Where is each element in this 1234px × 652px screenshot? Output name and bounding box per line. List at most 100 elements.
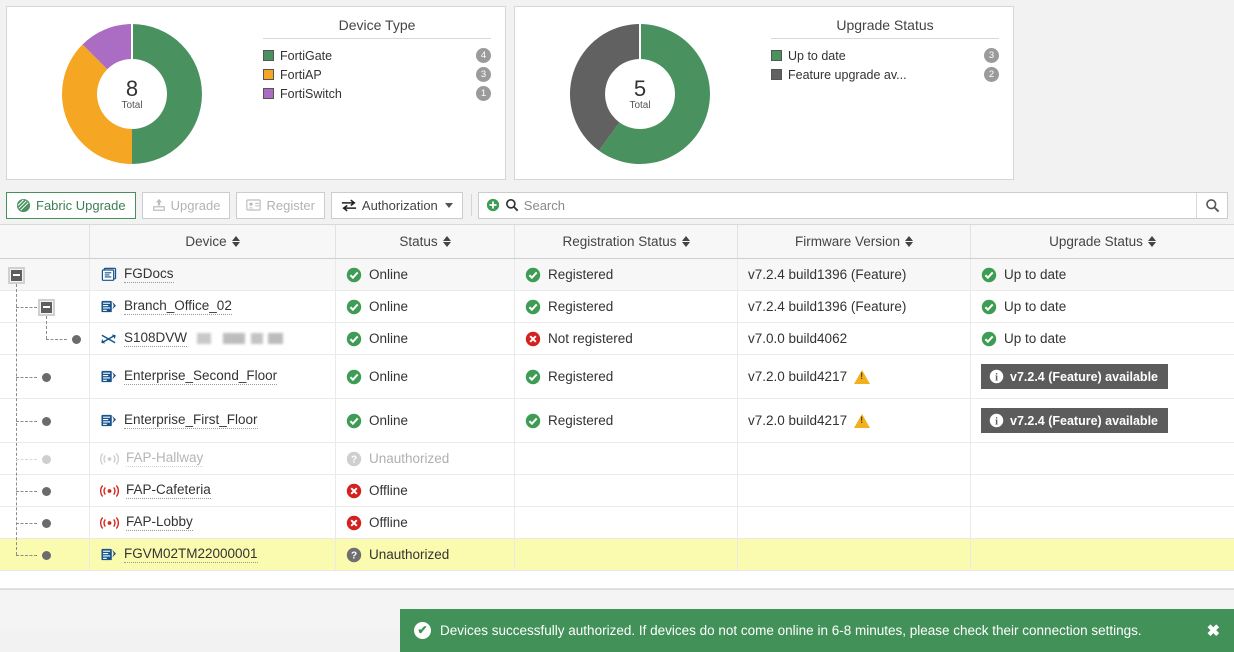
redacted-text xyxy=(197,333,284,344)
status-cell: ? Unauthorized xyxy=(336,443,515,474)
firmware-version-label: v7.0.0 build4062 xyxy=(748,331,848,346)
status-cell: Offline xyxy=(336,475,515,506)
check-circle-green-icon xyxy=(981,299,997,315)
check-circle-green-icon xyxy=(525,413,541,429)
upgrade-available-badge[interactable]: i v7.2.4 (Feature) available xyxy=(981,364,1168,389)
device-name-link[interactable]: S108DVW xyxy=(124,330,188,347)
legend-count-badge: 4 xyxy=(476,48,491,63)
fabric-upgrade-button[interactable]: Fabric Upgrade xyxy=(6,191,136,219)
tree-cell[interactable] xyxy=(0,259,90,290)
device-cell[interactable]: FGVM02TM22000001 xyxy=(90,539,336,570)
tree-cell[interactable] xyxy=(0,355,90,398)
column-header-tree xyxy=(0,225,90,258)
tree-cell[interactable] xyxy=(0,507,90,538)
upgrade-button[interactable]: Upgrade xyxy=(141,191,231,219)
firmware-version-label: v7.2.4 build1396 (Feature) xyxy=(748,267,907,282)
question-circle-dark-icon: ? xyxy=(346,547,362,563)
sort-icon[interactable] xyxy=(1147,236,1156,247)
sort-icon[interactable] xyxy=(442,236,451,247)
device-cell[interactable]: FAP-Cafeteria xyxy=(90,475,336,506)
table-row[interactable]: FGDocs Online Registered v7.2.4 build1396 (… xyxy=(0,259,1234,291)
legend-item-up-to-date[interactable]: Up to date 3 xyxy=(771,46,999,65)
device-type-title: Device Type xyxy=(263,17,491,39)
table-row[interactable]: FGVM02TM22000001? Unauthorized xyxy=(0,539,1234,571)
upgrade-status-label: Up to date xyxy=(1004,267,1067,282)
info-circle-icon: i xyxy=(989,369,1004,384)
svg-text:?: ? xyxy=(351,454,357,465)
swap-arrows-icon xyxy=(341,199,357,212)
table-row[interactable]: S108DVW Online Not registered v7.0.0 build4… xyxy=(0,323,1234,355)
device-name-link[interactable]: FGDocs xyxy=(124,266,174,283)
legend-swatch-icon xyxy=(771,69,782,80)
device-cell[interactable]: FAP-Hallway xyxy=(90,443,336,474)
close-icon[interactable]: ✖ xyxy=(1206,622,1220,640)
sort-icon[interactable] xyxy=(905,236,914,247)
legend-item-fortiap[interactable]: FortiAP 3 xyxy=(263,65,491,84)
legend-item-fortigate[interactable]: FortiGate 4 xyxy=(263,46,491,65)
legend-item-feature-upgrade-available[interactable]: Feature upgrade av... 2 xyxy=(771,65,999,84)
authorization-dropdown-button[interactable]: Authorization xyxy=(330,191,463,219)
tree-cell[interactable] xyxy=(0,291,90,322)
fortigate-icon xyxy=(100,369,117,384)
table-row[interactable]: FAP-Hallway? Unauthorized xyxy=(0,443,1234,475)
tree-cell[interactable] xyxy=(0,539,90,570)
device-cell[interactable]: Branch_Office_02 xyxy=(90,291,336,322)
table-row[interactable]: Enterprise_First_Floor Online Registered v7… xyxy=(0,399,1234,443)
registration-status-cell: Registered xyxy=(515,399,738,442)
svg-text:i: i xyxy=(995,416,998,427)
device-name-link[interactable]: FGVM02TM22000001 xyxy=(124,546,258,563)
legend-swatch-icon xyxy=(263,69,274,80)
status-cell: Online xyxy=(336,323,515,354)
table-footer-spacer xyxy=(0,571,1234,589)
check-circle-green-icon xyxy=(346,369,362,385)
device-name-link[interactable]: Branch_Office_02 xyxy=(124,298,232,315)
column-header-device[interactable]: Device xyxy=(90,225,336,258)
upgrade-status-cell: i v7.2.4 (Feature) available xyxy=(971,355,1234,398)
tree-cell[interactable] xyxy=(0,475,90,506)
column-header-firmware-version[interactable]: Firmware Version xyxy=(738,225,971,258)
column-header-registration-status[interactable]: Registration Status xyxy=(515,225,738,258)
column-header-upgrade-status[interactable]: Upgrade Status xyxy=(971,225,1234,258)
upgrade-status-label: v7.2.4 (Feature) available xyxy=(1010,413,1158,428)
upgrade-available-badge[interactable]: i v7.2.4 (Feature) available xyxy=(981,408,1168,433)
tree-cell[interactable] xyxy=(0,443,90,474)
table-row[interactable]: Branch_Office_02 Online Registered v7.2.4 b… xyxy=(0,291,1234,323)
table-row[interactable]: Enterprise_Second_Floor Online Registered v… xyxy=(0,355,1234,399)
column-label: Upgrade Status xyxy=(1049,234,1143,249)
table-row[interactable]: FAP-Cafeteria Offline xyxy=(0,475,1234,507)
device-name-link[interactable]: Enterprise_First_Floor xyxy=(124,412,258,429)
status-label: Online xyxy=(369,267,409,282)
search-submit-button[interactable] xyxy=(1196,192,1227,218)
add-filter-icon[interactable] xyxy=(486,198,500,212)
warning-triangle-icon xyxy=(854,413,871,428)
legend-item-fortiswitch[interactable]: FortiSwitch 1 xyxy=(263,84,491,103)
device-name-link[interactable]: FAP-Cafeteria xyxy=(126,482,211,499)
success-check-icon: ✔ xyxy=(414,622,431,639)
sort-icon[interactable] xyxy=(681,236,690,247)
tree-cell[interactable] xyxy=(0,323,90,354)
legend-label: Feature upgrade av... xyxy=(788,67,907,82)
legend-swatch-icon xyxy=(263,50,274,61)
search-box[interactable]: Search xyxy=(477,191,1228,219)
column-header-status[interactable]: Status xyxy=(336,225,515,258)
device-cell[interactable]: Enterprise_Second_Floor xyxy=(90,355,336,398)
sort-icon[interactable] xyxy=(231,236,240,247)
device-name-link[interactable]: FAP-Lobby xyxy=(126,514,193,531)
firmware-version-cell xyxy=(738,507,971,538)
x-circle-red-icon xyxy=(346,515,362,531)
legend-count-badge: 1 xyxy=(476,86,491,101)
firmware-version-cell xyxy=(738,443,971,474)
device-cell[interactable]: FGDocs xyxy=(90,259,336,290)
device-cell[interactable]: FAP-Lobby xyxy=(90,507,336,538)
registration-status-label: Registered xyxy=(548,413,614,428)
table-row[interactable]: FAP-Lobby Offline xyxy=(0,507,1234,539)
check-circle-green-icon xyxy=(525,369,541,385)
device-cell[interactable]: S108DVW xyxy=(90,323,336,354)
device-name-link[interactable]: Enterprise_Second_Floor xyxy=(124,368,278,385)
device-cell[interactable]: Enterprise_First_Floor xyxy=(90,399,336,442)
register-button[interactable]: Register xyxy=(236,191,325,219)
firmware-version-cell: v7.2.0 build4217 xyxy=(738,355,971,398)
search-input[interactable]: Search xyxy=(479,193,1196,218)
tree-cell[interactable] xyxy=(0,399,90,442)
column-label: Status xyxy=(399,234,438,249)
